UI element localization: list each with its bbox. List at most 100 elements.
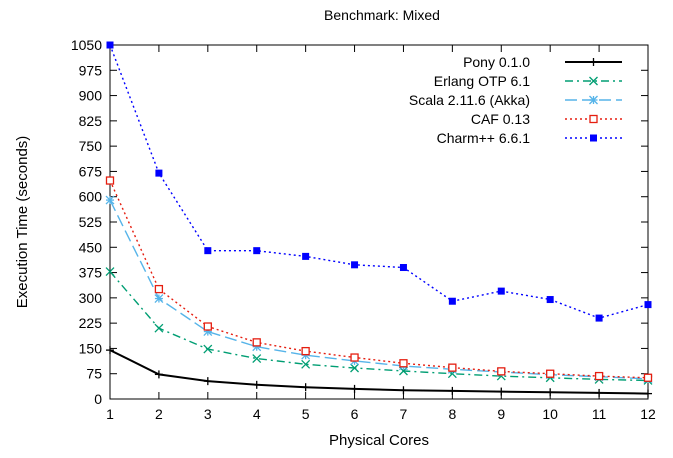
series-pony-0-1-0 xyxy=(106,346,652,398)
series-scala-2-11-6-akka xyxy=(105,195,653,384)
series-layer xyxy=(105,41,653,398)
x-axis-label: Physical Cores xyxy=(329,432,429,449)
series-erlang-otp-6-1 xyxy=(105,267,653,385)
x-tick-label: 7 xyxy=(400,406,408,422)
data-point xyxy=(105,176,115,185)
data-point xyxy=(589,76,598,86)
x-tick-label: 5 xyxy=(302,406,310,422)
y-tick-label: 225 xyxy=(79,315,103,331)
x-tick-label: 8 xyxy=(448,406,456,422)
legend-item: Charm++ 6.6.1 xyxy=(437,130,622,146)
x-tick-label: 2 xyxy=(155,406,163,422)
data-point xyxy=(253,247,261,255)
x-tick-label: 3 xyxy=(204,406,212,422)
data-point xyxy=(644,389,652,398)
y-tick-label: 675 xyxy=(79,163,103,179)
data-point xyxy=(589,114,598,124)
data-point xyxy=(497,387,506,396)
data-point xyxy=(595,314,603,322)
x-tick-label: 1 xyxy=(106,406,114,422)
y-tick-label: 300 xyxy=(79,290,103,306)
data-point xyxy=(546,296,554,304)
data-point xyxy=(350,353,359,362)
data-point xyxy=(351,261,359,269)
legend-label: CAF 0.13 xyxy=(471,111,530,127)
data-point xyxy=(252,338,261,347)
data-point xyxy=(643,373,653,382)
data-point xyxy=(301,359,311,369)
data-point xyxy=(399,386,408,395)
series-line xyxy=(109,271,649,382)
plot-frame xyxy=(109,44,649,400)
data-point xyxy=(203,344,213,354)
y-tick-label: 75 xyxy=(86,366,102,382)
y-tick-label: 1050 xyxy=(71,37,102,53)
legend-label: Erlang OTP 6.1 xyxy=(434,73,530,89)
x-tick-label: 6 xyxy=(351,406,359,422)
data-point xyxy=(252,354,262,364)
y-tick-label: 600 xyxy=(79,189,103,205)
data-point xyxy=(595,388,604,397)
chart-title: Benchmark: Mixed xyxy=(324,7,440,23)
data-point xyxy=(546,369,555,378)
data-point xyxy=(448,363,457,372)
y-tick-label: 450 xyxy=(79,239,103,255)
legend-label: Charm++ 6.6.1 xyxy=(437,130,531,146)
y-axis: 0 75 150 225 300 375 450 525 600 675 750 825 900 975 1… xyxy=(71,37,648,407)
data-point xyxy=(155,169,163,177)
series-charm-6-6-1 xyxy=(106,41,652,322)
data-point xyxy=(154,370,163,379)
data-point xyxy=(589,58,598,66)
data-point xyxy=(105,267,115,277)
data-point xyxy=(497,287,505,295)
y-tick-label: 150 xyxy=(79,340,103,356)
data-point xyxy=(301,383,310,392)
data-point xyxy=(644,301,652,309)
data-point xyxy=(203,322,212,331)
series-line xyxy=(109,44,649,319)
y-tick-label: 0 xyxy=(94,391,102,407)
data-point xyxy=(154,284,164,294)
data-point xyxy=(594,371,604,381)
legend-item: Scala 2.11.6 (Akka) xyxy=(409,92,622,108)
legend-item: Erlang OTP 6.1 xyxy=(434,73,622,89)
data-point xyxy=(302,252,310,260)
data-point xyxy=(106,41,114,49)
data-point xyxy=(497,367,506,376)
data-point xyxy=(154,294,164,303)
legend: Pony 0.1.0 Erlang OTP 6.1 Scala 2.11.6 (Ak… xyxy=(409,54,622,146)
data-point xyxy=(399,359,408,368)
data-point xyxy=(399,264,407,272)
y-tick-label: 525 xyxy=(79,214,103,230)
data-point xyxy=(301,346,310,356)
x-axis: 1 2 3 4 5 6 7 8 9 10 11 12 xyxy=(106,45,656,422)
data-point xyxy=(105,195,115,205)
y-tick-label: 975 xyxy=(79,62,103,78)
series-line xyxy=(109,349,649,395)
data-point xyxy=(546,388,555,397)
legend-item: CAF 0.13 xyxy=(471,111,622,127)
x-tick-label: 4 xyxy=(253,406,261,422)
data-point xyxy=(203,377,212,386)
data-point xyxy=(448,297,456,305)
legend-item: Pony 0.1.0 xyxy=(463,54,622,70)
series-line xyxy=(109,199,649,380)
data-point xyxy=(154,323,164,333)
y-tick-label: 825 xyxy=(79,113,103,129)
data-point xyxy=(350,363,360,373)
x-tick-label: 10 xyxy=(542,406,558,422)
data-point xyxy=(252,380,261,389)
legend-label: Scala 2.11.6 (Akka) xyxy=(409,92,530,108)
data-point xyxy=(589,95,598,105)
y-tick-label: 900 xyxy=(79,88,103,104)
x-tick-label: 11 xyxy=(592,406,607,422)
data-point xyxy=(590,134,597,142)
y-tick-label: 375 xyxy=(79,265,103,281)
data-point xyxy=(204,247,212,255)
y-tick-label: 750 xyxy=(79,138,103,154)
data-point xyxy=(106,346,114,355)
x-tick-label: 9 xyxy=(497,406,505,422)
data-point xyxy=(350,384,359,393)
series-caf-0-13 xyxy=(105,176,653,382)
